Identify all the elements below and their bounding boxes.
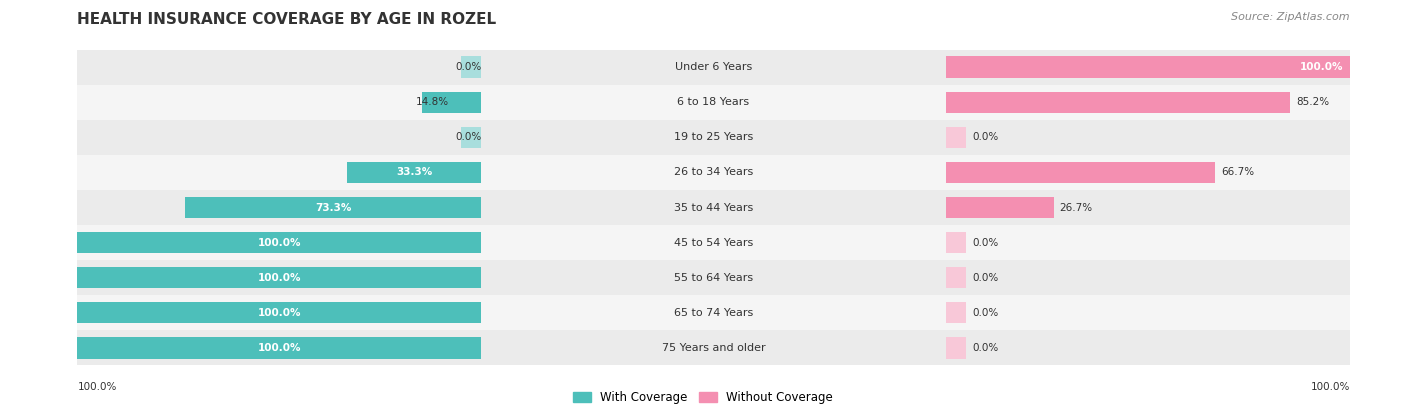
Bar [77, 50, 481, 85]
Text: 66.7%: 66.7% [1222, 168, 1254, 178]
Bar [77, 302, 481, 324]
Text: Source: ZipAtlas.com: Source: ZipAtlas.com [1232, 12, 1350, 22]
Bar [946, 161, 1215, 183]
Text: HEALTH INSURANCE COVERAGE BY AGE IN ROZEL: HEALTH INSURANCE COVERAGE BY AGE IN ROZE… [77, 12, 496, 27]
Bar [347, 161, 481, 183]
Bar [461, 127, 481, 148]
Bar [481, 330, 946, 365]
Bar [946, 225, 1350, 260]
Bar [946, 50, 1350, 85]
Text: 0.0%: 0.0% [972, 237, 998, 247]
Bar [77, 337, 481, 359]
Text: 100.0%: 100.0% [1310, 382, 1350, 392]
Bar [77, 120, 481, 155]
Text: 26 to 34 Years: 26 to 34 Years [673, 168, 754, 178]
Bar [946, 260, 1350, 295]
Text: 100.0%: 100.0% [1301, 62, 1344, 72]
Text: 73.3%: 73.3% [315, 203, 352, 212]
Text: 100.0%: 100.0% [257, 273, 301, 283]
Bar [946, 120, 1350, 155]
Text: 100.0%: 100.0% [257, 343, 301, 353]
Text: 0.0%: 0.0% [972, 273, 998, 283]
Bar [77, 155, 481, 190]
Text: 0.0%: 0.0% [456, 132, 481, 142]
Bar [77, 190, 481, 225]
Text: 100.0%: 100.0% [257, 237, 301, 247]
Text: 26.7%: 26.7% [1060, 203, 1092, 212]
Text: 100.0%: 100.0% [257, 308, 301, 317]
Bar [946, 127, 966, 148]
Text: Under 6 Years: Under 6 Years [675, 62, 752, 72]
Bar [481, 85, 946, 120]
Text: 100.0%: 100.0% [77, 382, 117, 392]
Bar [946, 85, 1350, 120]
Text: 0.0%: 0.0% [456, 62, 481, 72]
Bar [946, 302, 966, 324]
Bar [481, 190, 946, 225]
Text: 45 to 54 Years: 45 to 54 Years [673, 237, 754, 247]
Bar [946, 267, 966, 288]
Bar [481, 50, 946, 85]
Bar [77, 85, 481, 120]
Bar [422, 91, 481, 113]
Bar [946, 337, 966, 359]
Bar [77, 260, 481, 295]
Text: 14.8%: 14.8% [416, 98, 449, 107]
Text: 55 to 64 Years: 55 to 64 Years [673, 273, 754, 283]
Text: 6 to 18 Years: 6 to 18 Years [678, 98, 749, 107]
Text: 33.3%: 33.3% [396, 168, 432, 178]
Text: 19 to 25 Years: 19 to 25 Years [673, 132, 754, 142]
Bar [481, 155, 946, 190]
Text: 75 Years and older: 75 Years and older [662, 343, 765, 353]
Bar [186, 197, 481, 218]
Bar [481, 225, 946, 260]
Text: 0.0%: 0.0% [972, 343, 998, 353]
Bar [946, 91, 1289, 113]
Bar [946, 295, 1350, 330]
Text: 65 to 74 Years: 65 to 74 Years [673, 308, 754, 317]
Bar [77, 225, 481, 260]
Bar [946, 190, 1350, 225]
Bar [946, 330, 1350, 365]
Bar [946, 155, 1350, 190]
Bar [481, 295, 946, 330]
Bar [946, 197, 1053, 218]
Bar [77, 267, 481, 288]
Bar [946, 232, 966, 254]
Bar [946, 56, 1350, 78]
Bar [77, 295, 481, 330]
Bar [77, 232, 481, 254]
Text: 35 to 44 Years: 35 to 44 Years [673, 203, 754, 212]
Text: 85.2%: 85.2% [1296, 98, 1329, 107]
Bar [481, 260, 946, 295]
Text: 0.0%: 0.0% [972, 308, 998, 317]
Bar [481, 120, 946, 155]
Bar [77, 330, 481, 365]
Legend: With Coverage, Without Coverage: With Coverage, Without Coverage [568, 387, 838, 409]
Bar [461, 56, 481, 78]
Text: 0.0%: 0.0% [972, 132, 998, 142]
